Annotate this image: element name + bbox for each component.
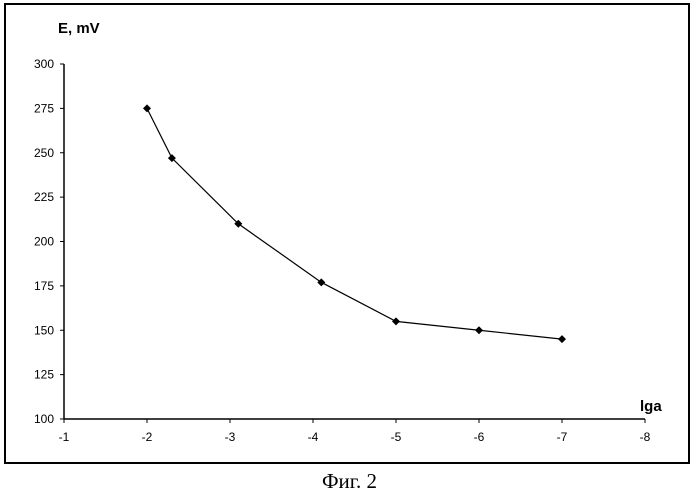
data-point: [392, 317, 400, 325]
y-tick-label: 100: [34, 412, 54, 426]
y-tick-label: 175: [34, 279, 54, 293]
series: [143, 104, 566, 343]
y-axis-title: E, mV: [58, 20, 100, 37]
x-tick-label: -6: [474, 430, 485, 444]
series-line: [147, 108, 562, 339]
y-tick-label: 275: [34, 101, 54, 115]
x-tick-label: -7: [557, 430, 568, 444]
y-tick-label: 300: [34, 57, 54, 71]
x-ticks: -1 -2 -3 -4 -5 -6 -7 -8: [59, 419, 651, 444]
figure-caption: Фиг. 2: [0, 469, 699, 494]
y-tick-label: 250: [34, 146, 54, 160]
y-tick-label: 125: [34, 368, 54, 382]
data-point: [317, 278, 325, 286]
data-point: [558, 335, 566, 343]
x-tick-label: -4: [308, 430, 319, 444]
data-point: [475, 326, 483, 334]
y-tick-label: 150: [34, 323, 54, 337]
data-point: [143, 104, 151, 112]
x-tick-label: -5: [391, 430, 402, 444]
x-tick-label: -2: [142, 430, 153, 444]
y-ticks: 300 275 250 225 200 175 150 125 100: [34, 57, 64, 426]
y-tick-label: 225: [34, 190, 54, 204]
x-tick-label: -3: [225, 430, 236, 444]
x-axis-title: lga: [640, 398, 662, 415]
x-tick-label: -1: [59, 430, 70, 444]
y-tick-label: 200: [34, 235, 54, 249]
x-tick-label: -8: [640, 430, 651, 444]
